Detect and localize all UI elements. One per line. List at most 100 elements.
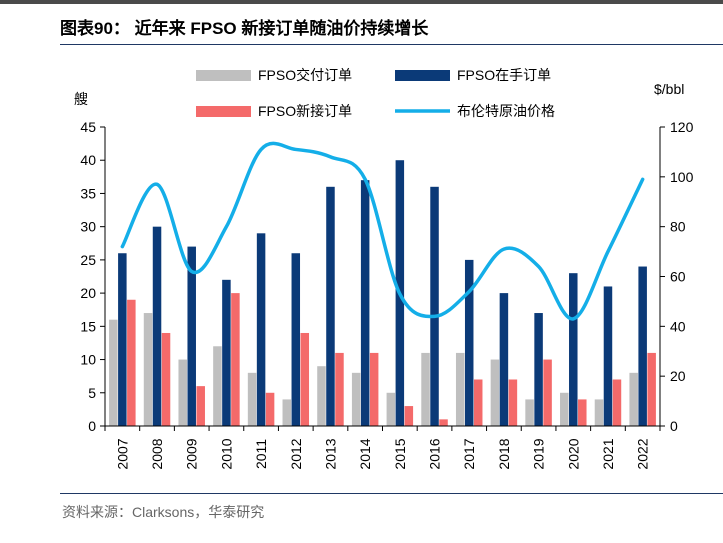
bar-FPSO交付订单-2022 [629,372,638,426]
x-tick-label-2019: 2019 [531,438,547,469]
page-title: 图表90： 近年来 FPSO 新接订单随油价持续增长 [60,19,429,38]
x-tick-label-2018: 2018 [496,438,512,469]
x-tick-label-2017: 2017 [461,438,477,469]
right-tick-label-120: 120 [670,119,694,135]
right-tick-label-60: 60 [670,269,686,285]
right-tick-label-80: 80 [670,219,686,235]
bar-FPSO交付订单-2014 [351,372,361,426]
legend-label-FPSO新接订单: FPSO新接订单 [258,103,352,119]
left-tick-label-20: 20 [80,285,96,301]
bar-FPSO在手订单-2012 [291,253,301,426]
x-tick-label-2010: 2010 [218,438,234,469]
bar-FPSO交付订单-2015 [386,392,396,426]
x-tick-label-2007: 2007 [114,438,130,469]
bar-FPSO在手订单-2009 [187,246,196,426]
bar-FPSO新接订单-2017 [473,379,483,426]
right-tick-label-20: 20 [670,368,686,384]
left-tick-label-45: 45 [80,119,96,135]
bar-FPSO交付订单-2020 [560,392,569,426]
left-tick-label-40: 40 [80,152,96,168]
right-tick-label-0: 0 [670,418,678,434]
source-note: 资料来源：Clarksons，华泰研究 [62,504,265,520]
right-axis-unit: $/bbl [654,81,684,97]
bar-FPSO新接订单-2019 [543,359,552,426]
legend-swatch-FPSO在手订单 [395,70,450,81]
bar-FPSO在手订单-2022 [638,266,647,426]
bar-FPSO新接订单-2009 [196,386,205,426]
legend-label-FPSO交付订单: FPSO交付订单 [258,67,352,83]
line-series-布伦特原油价格 [120,141,645,321]
bar-FPSO在手订单-2008 [152,226,162,426]
bar-FPSO交付订单-2010 [213,346,222,426]
bar-FPSO在手订单-2014 [360,180,370,426]
bar-FPSO在手订单-2021 [603,286,613,426]
legend-label-FPSO在手订单: FPSO在手订单 [457,67,551,83]
bar-FPSO新接订单-2008 [161,332,171,426]
left-tick-label-15: 15 [80,318,96,334]
bar-FPSO交付订单-2016 [421,352,430,426]
bar-FPSO在手订单-2017 [464,259,474,426]
x-tick-label-2016: 2016 [427,438,443,469]
line-layer [120,141,645,321]
bar-FPSO在手订单-2011 [256,233,266,426]
x-tick-label-2020: 2020 [565,438,581,469]
bar-FPSO新接订单-2018 [508,379,518,426]
source-divider [60,493,723,494]
bar-FPSO在手订单-2016 [430,186,439,426]
left-tick-label-10: 10 [80,352,96,368]
bar-FPSO交付订单-2019 [525,399,534,426]
legend-label-布伦特原油价格: 布伦特原油价格 [457,103,555,119]
axes-layer: 0 5 10 15 20 25 30 35 40 45 0 20 40 60 80 100 120 2007 200… [80,119,693,470]
bar-FPSO新接订单-2022 [647,352,656,426]
x-tick-label-2009: 2009 [184,438,200,469]
bar-FPSO交付订单-2013 [317,366,326,426]
x-tick-label-2013: 2013 [322,438,338,469]
x-tick-label-2014: 2014 [357,438,373,469]
title-divider [60,44,723,45]
legend-swatch-FPSO交付订单 [196,70,251,81]
bar-FPSO交付订单-2017 [455,352,465,426]
bar-FPSO新接订单-2011 [265,392,275,426]
bar-FPSO在手订单-2020 [569,273,578,426]
bar-FPSO交付订单-2007 [109,319,118,426]
x-tick-label-2015: 2015 [392,438,408,469]
bar-FPSO新接订单-2012 [300,332,310,426]
left-tick-label-0: 0 [88,418,96,434]
bar-FPSO交付订单-2008 [143,313,153,426]
legend-swatch-FPSO新接订单 [196,106,251,117]
bar-FPSO新接订单-2007 [127,299,136,426]
x-tick-label-2011: 2011 [253,439,269,469]
right-tick-label-100: 100 [670,169,694,185]
left-tick-label-5: 5 [88,385,96,401]
bar-FPSO在手订单-2019 [534,313,543,426]
bar-FPSO新接订单-2014 [369,352,379,426]
bar-FPSO新接订单-2021 [612,379,622,426]
bar-FPSO新接订单-2016 [439,419,448,426]
bar-FPSO交付订单-2021 [594,399,604,426]
bar-FPSO在手订单-2018 [499,293,509,426]
left-axis-unit: 艘 [74,91,88,107]
x-tick-label-2008: 2008 [149,438,165,469]
x-tick-label-2012: 2012 [288,438,304,469]
x-tick-label-2021: 2021 [600,438,616,469]
bar-FPSO在手订单-2007 [118,253,127,426]
left-tick-label-25: 25 [80,252,96,268]
bar-FPSO交付订单-2012 [282,399,292,426]
right-tick-label-40: 40 [670,318,686,334]
x-tick-label-2022: 2022 [635,438,651,469]
bar-FPSO新接订单-2010 [231,293,240,426]
bars-layer [109,160,656,426]
bar-FPSO在手订单-2010 [222,279,231,426]
bar-FPSO交付订单-2011 [247,372,257,426]
left-tick-label-30: 30 [80,219,96,235]
bar-FPSO新接订单-2020 [578,399,587,426]
bar-FPSO在手订单-2013 [326,186,335,426]
left-tick-label-35: 35 [80,185,96,201]
top-bar [0,0,723,4]
bar-FPSO新接订单-2015 [404,406,414,426]
bar-FPSO新接订单-2013 [335,352,344,426]
bar-FPSO交付订单-2009 [178,359,187,426]
legend: FPSO交付订单 FPSO在手订单 FPSO新接订单 布伦特原油价格 [196,67,555,119]
bar-FPSO交付订单-2018 [490,359,500,426]
